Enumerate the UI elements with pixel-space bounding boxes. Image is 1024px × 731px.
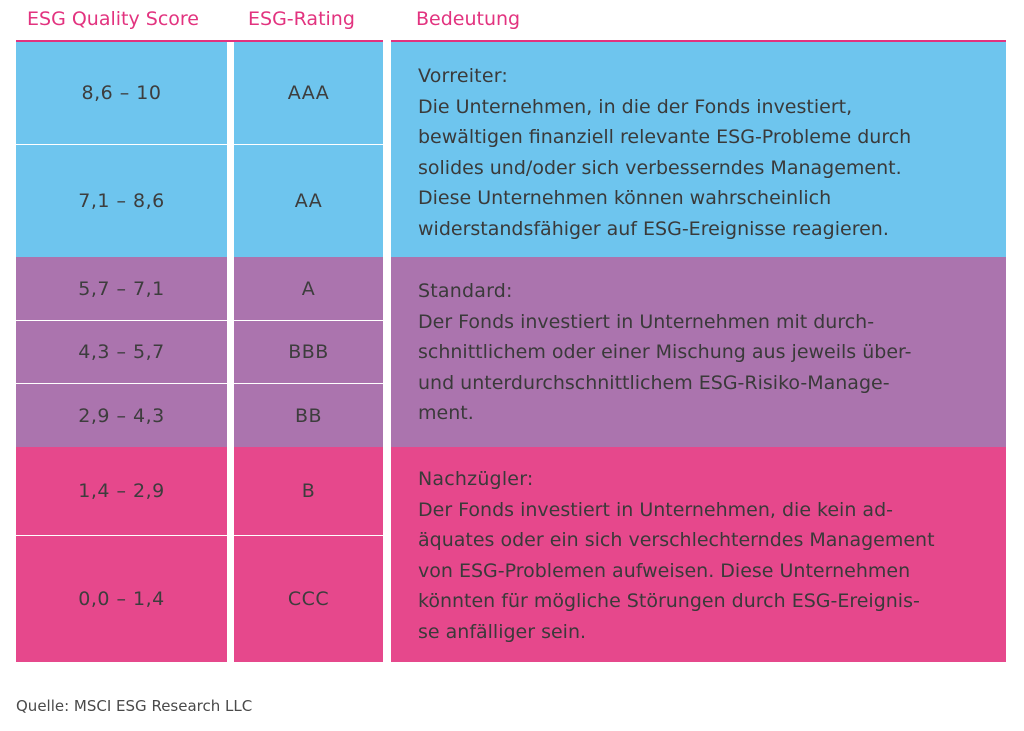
header-underline-score: [16, 40, 383, 42]
rating-value: CCC: [287, 588, 330, 610]
row-divider: [234, 383, 383, 384]
header-esg-quality-score: ESG Quality Score: [27, 8, 199, 30]
score-cell: 4,3 – 5,7: [16, 321, 227, 383]
rating-value: A: [301, 277, 316, 300]
score-value: 5,7 – 7,1: [78, 277, 165, 300]
source-note: Quelle: MSCI ESG Research LLC: [16, 697, 253, 715]
score-cell: 8,6 – 10: [16, 42, 227, 144]
score-value: 0,0 – 1,4: [78, 588, 165, 610]
rating-column-cells: AAA AA A BBB BB B CCC: [234, 42, 383, 662]
meaning-body: Der Fonds investiert in Unternehmen, die…: [418, 498, 935, 643]
meaning-title: Nachzügler:: [418, 468, 534, 490]
score-value: 4,3 – 5,7: [78, 341, 165, 363]
rating-cell: AAA: [234, 42, 383, 144]
rating-cell: B: [234, 447, 383, 535]
score-cell: 7,1 – 8,6: [16, 145, 227, 257]
rating-value: BBB: [288, 341, 329, 363]
row-divider: [234, 144, 383, 145]
row-divider: [234, 320, 383, 321]
rating-value: BB: [294, 404, 323, 427]
rating-cell: BBB: [234, 321, 383, 383]
score-cell: 2,9 – 4,3: [16, 384, 227, 447]
meaning-body: Der Fonds investiert in Unternehmen mit …: [418, 310, 912, 425]
rating-cell: AA: [234, 145, 383, 257]
rating-cell: BB: [234, 384, 383, 447]
score-cell: 1,4 – 2,9: [16, 447, 227, 535]
meaning-body: Die Unternehmen, in die der Fonds invest…: [418, 95, 912, 240]
header-underline-meaning: [391, 40, 1006, 42]
row-divider: [234, 535, 383, 536]
score-cell: 5,7 – 7,1: [16, 257, 227, 320]
rating-cell: A: [234, 257, 383, 320]
meaning-title: Vorreiter:: [418, 65, 509, 87]
meaning-block-vorreiter: Vorreiter: Die Unternehmen, in die der F…: [391, 42, 1006, 257]
score-cell: 0,0 – 1,4: [16, 536, 227, 662]
row-divider: [16, 320, 227, 321]
row-divider: [16, 535, 227, 536]
rating-value: B: [301, 480, 316, 502]
score-value: 1,4 – 2,9: [78, 480, 165, 502]
rating-value: AAA: [287, 82, 330, 104]
meaning-block-nachzuegler: Nachzügler: Der Fonds investiert in Unte…: [391, 447, 1006, 662]
row-divider: [16, 144, 227, 145]
score-value: 2,9 – 4,3: [78, 404, 165, 427]
score-column-cells: 8,6 – 10 7,1 – 8,6 5,7 – 7,1 4,3 – 5,7 2…: [16, 42, 227, 662]
rating-cell: CCC: [234, 536, 383, 662]
score-value: 7,1 – 8,6: [78, 190, 165, 212]
meaning-block-standard: Standard: Der Fonds investiert in Untern…: [391, 257, 1006, 447]
rating-value: AA: [294, 190, 323, 212]
row-divider: [16, 383, 227, 384]
meaning-title: Standard:: [418, 280, 513, 302]
header-esg-rating: ESG-Rating: [248, 8, 355, 30]
score-value: 8,6 – 10: [81, 82, 162, 104]
header-bedeutung: Bedeutung: [416, 8, 521, 30]
